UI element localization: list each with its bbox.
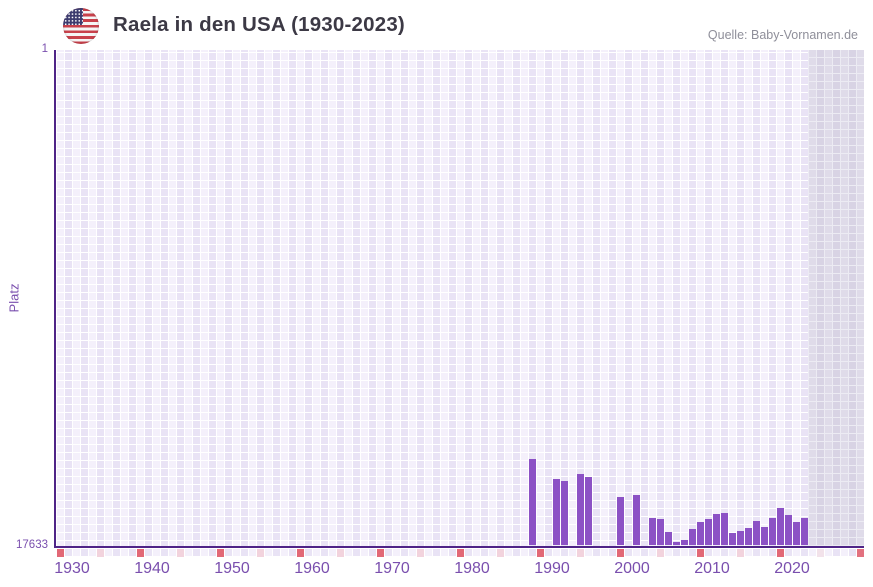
us-flag-canton — [63, 8, 83, 25]
five-year-tick-1985 — [496, 548, 504, 557]
rank-bar-2018 — [760, 526, 768, 546]
future-years-shading — [808, 50, 864, 546]
rank-bar-2017 — [752, 520, 760, 546]
y-axis-min-label: 17633 — [16, 539, 48, 551]
five-year-tick-1935 — [96, 548, 104, 557]
x-axis-label-1940: 1940 — [134, 560, 170, 577]
five-year-tick-2015 — [736, 548, 744, 557]
y-axis-line — [54, 50, 56, 548]
rank-bar-1992 — [552, 478, 560, 546]
x-axis-label-2010: 2010 — [694, 560, 730, 577]
x-axis-label-2000: 2000 — [614, 560, 650, 577]
y-axis-max-label: 1 — [41, 43, 48, 55]
rank-bar-2006 — [664, 531, 672, 546]
x-axis-label-1960: 1960 — [294, 560, 330, 577]
x-axis-label-1930: 1930 — [54, 560, 90, 577]
rank-bar-2002 — [632, 494, 640, 546]
rank-bar-2009 — [688, 528, 696, 546]
five-year-tick-1965 — [336, 548, 344, 557]
five-year-tick-1990 — [536, 548, 544, 557]
five-year-tick-1980 — [456, 548, 464, 557]
x-axis-label-1980: 1980 — [454, 560, 490, 577]
five-year-tick-1995 — [576, 548, 584, 557]
five-year-tick-2005 — [656, 548, 664, 557]
five-year-tick-1960 — [296, 548, 304, 557]
rank-bar-2016 — [744, 527, 752, 546]
grid-background — [56, 50, 864, 557]
rank-bar-2000 — [616, 496, 624, 546]
five-year-tick-1930 — [56, 548, 64, 557]
source-attribution: Quelle: Baby-Vornamen.de — [707, 28, 858, 42]
five-year-tick-1970 — [376, 548, 384, 557]
five-year-tick-2020 — [776, 548, 784, 557]
five-year-tick-2000 — [616, 548, 624, 557]
five-year-tick-1945 — [176, 548, 184, 557]
x-axis-label-2020: 2020 — [774, 560, 810, 577]
rank-bar-2011 — [704, 518, 712, 546]
rank-bar-2007 — [672, 542, 680, 546]
y-axis-title: Platz — [6, 283, 22, 313]
chart-title: Raela in den USA (1930-2023) — [113, 13, 405, 36]
rank-bar-2020 — [776, 508, 784, 546]
rank-bar-2019 — [768, 517, 776, 546]
x-axis-label-1990: 1990 — [534, 560, 570, 577]
rank-bar-1996 — [584, 476, 592, 546]
rank-bar-2005 — [656, 518, 664, 546]
five-year-tick-1950 — [216, 548, 224, 557]
five-year-tick-2030 — [856, 548, 864, 557]
five-year-tick-1975 — [416, 548, 424, 557]
rank-bar-1989 — [528, 458, 536, 546]
five-year-tick-1955 — [256, 548, 264, 557]
rank-bar-2021 — [784, 515, 792, 546]
us-flag-icon — [63, 8, 99, 44]
x-axis-line — [54, 545, 864, 548]
five-year-tick-2010 — [696, 548, 704, 557]
x-axis-label-1970: 1970 — [374, 560, 410, 577]
rank-bar-2010 — [696, 521, 704, 546]
rank-bar-2004 — [648, 517, 656, 546]
rank-bar-1993 — [560, 481, 568, 546]
plot-area: 1930 1940 1950 1960 1970 1980 1990 2000 2010 2020 — [54, 50, 864, 577]
rank-bar-2008 — [680, 539, 688, 546]
five-year-tick-1940 — [136, 548, 144, 557]
rank-bar-2012 — [712, 513, 720, 546]
rank-bar-1995 — [576, 474, 584, 546]
rank-bar-2023 — [800, 517, 808, 546]
rank-bar-2014 — [728, 533, 736, 546]
rank-bar-2022 — [792, 521, 800, 546]
rank-bar-2013 — [720, 512, 728, 546]
rank-bar-2015 — [736, 531, 744, 546]
five-year-tick-2025 — [816, 548, 824, 557]
x-axis-label-1950: 1950 — [214, 560, 250, 577]
